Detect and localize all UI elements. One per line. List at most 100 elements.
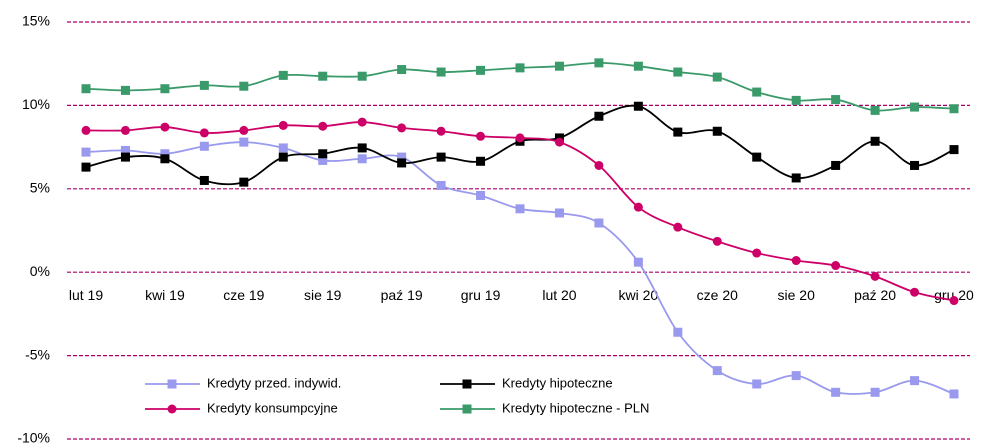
point — [673, 67, 683, 77]
x-tick-label: paź 20 — [854, 287, 896, 303]
point — [831, 95, 841, 105]
legend-label: Kredyty konsumpcyjne — [207, 400, 338, 415]
y-tick-label: 0% — [30, 263, 50, 279]
point — [554, 137, 564, 147]
point — [239, 177, 249, 187]
point — [870, 136, 880, 146]
point — [910, 287, 920, 297]
y-tick-label: -10% — [17, 430, 50, 446]
point — [791, 95, 801, 105]
legend-entry: Kredyty przed. indywid. — [145, 375, 341, 390]
point — [397, 152, 407, 162]
point — [831, 261, 841, 271]
x-tick-label: lut 19 — [69, 287, 103, 303]
legend-marker — [167, 404, 177, 414]
y-tick-label: 5% — [30, 180, 50, 196]
point — [910, 376, 920, 386]
point — [239, 81, 249, 91]
legend-label: Kredyty hipoteczne — [502, 375, 613, 390]
legend-marker — [167, 379, 177, 389]
y-tick-label: -5% — [25, 346, 50, 362]
point — [160, 84, 170, 94]
point — [673, 222, 683, 232]
x-tick-label: cze 19 — [223, 287, 264, 303]
point — [476, 190, 486, 200]
point — [318, 71, 328, 81]
point — [436, 152, 446, 162]
point — [160, 122, 170, 132]
legend-label: Kredyty hipoteczne - PLN — [502, 400, 649, 415]
point — [476, 131, 486, 141]
point — [633, 101, 643, 111]
point — [752, 87, 762, 97]
point — [633, 202, 643, 212]
point — [278, 152, 288, 162]
point — [81, 162, 91, 172]
point — [791, 256, 801, 266]
point — [752, 248, 762, 258]
point — [436, 126, 446, 136]
x-tick-label: sie 19 — [304, 287, 342, 303]
point — [239, 137, 249, 147]
point — [949, 145, 959, 155]
point — [791, 371, 801, 381]
x-tick-label: paź 19 — [381, 287, 423, 303]
point — [712, 366, 722, 376]
y-tick-label: 15% — [22, 13, 50, 29]
point — [81, 125, 91, 135]
point — [949, 296, 959, 306]
point — [120, 85, 130, 95]
legend-entry: Kredyty hipoteczne — [440, 375, 613, 390]
point — [199, 128, 209, 138]
point — [476, 65, 486, 75]
point — [160, 154, 170, 164]
point — [831, 387, 841, 397]
y-tick-label: 10% — [22, 96, 50, 112]
x-tick-label: kwi 20 — [619, 287, 659, 303]
point — [712, 72, 722, 82]
legend-entry: Kredyty konsumpcyjne — [145, 400, 338, 415]
point — [278, 143, 288, 153]
point — [357, 117, 367, 127]
point — [239, 125, 249, 135]
point — [160, 149, 170, 159]
point — [633, 257, 643, 267]
point — [712, 126, 722, 136]
point — [594, 218, 604, 228]
point — [633, 61, 643, 71]
point — [515, 133, 525, 143]
point — [436, 67, 446, 77]
point — [870, 105, 880, 115]
point — [318, 149, 328, 159]
point — [357, 154, 367, 164]
series-line — [85, 141, 955, 395]
x-tick-label: lut 20 — [542, 287, 576, 303]
point — [752, 152, 762, 162]
point — [673, 127, 683, 137]
legend-label: Kredyty przed. indywid. — [207, 375, 341, 390]
series — [81, 117, 959, 306]
point — [752, 379, 762, 389]
point — [436, 180, 446, 190]
point — [791, 173, 801, 183]
point — [397, 158, 407, 168]
point — [910, 102, 920, 112]
point — [476, 156, 486, 166]
point — [318, 121, 328, 131]
point — [278, 70, 288, 80]
point — [120, 145, 130, 155]
point — [594, 58, 604, 68]
legend-marker — [462, 379, 472, 389]
point — [81, 84, 91, 94]
point — [199, 175, 209, 185]
point — [594, 160, 604, 170]
point — [554, 208, 564, 218]
point — [870, 387, 880, 397]
point — [199, 141, 209, 151]
x-tick-label: cze 20 — [697, 287, 738, 303]
point — [515, 63, 525, 73]
point — [554, 61, 564, 71]
point — [949, 104, 959, 114]
legend-marker — [462, 404, 472, 414]
